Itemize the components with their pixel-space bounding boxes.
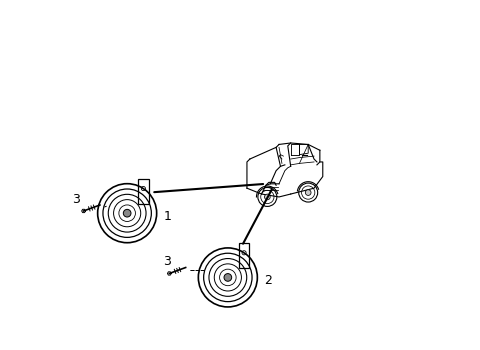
Ellipse shape	[305, 190, 311, 195]
Text: 2: 2	[264, 274, 272, 287]
Circle shape	[123, 209, 131, 217]
Text: 3: 3	[72, 193, 80, 206]
Ellipse shape	[264, 194, 270, 200]
Circle shape	[224, 274, 232, 281]
Text: 1: 1	[164, 210, 171, 223]
Text: 3: 3	[163, 255, 171, 268]
